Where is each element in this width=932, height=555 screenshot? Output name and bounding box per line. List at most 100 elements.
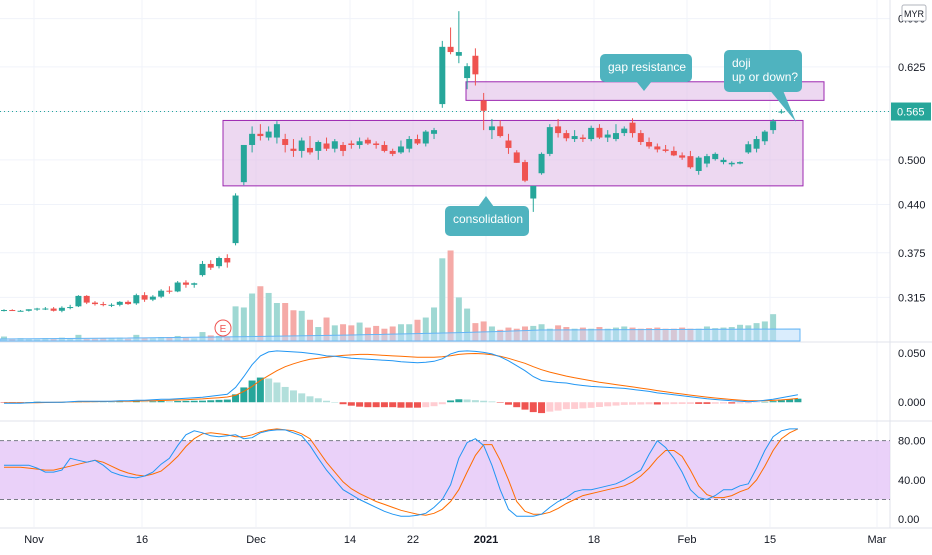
candle-body[interactable] — [621, 128, 628, 134]
candle-body[interactable] — [323, 143, 330, 149]
candle-body[interactable] — [522, 162, 529, 181]
consolidation-box[interactable] — [222, 119, 804, 187]
candle-body[interactable] — [687, 156, 694, 168]
candle-body[interactable] — [646, 142, 653, 147]
candle-body[interactable] — [637, 133, 644, 143]
candle-body[interactable] — [389, 150, 396, 154]
candle-body[interactable] — [414, 139, 421, 144]
candle-body[interactable] — [629, 122, 636, 134]
candle-body[interactable] — [216, 257, 223, 267]
currency-box[interactable] — [901, 4, 927, 22]
earnings-marker[interactable]: E — [214, 319, 232, 337]
candle-body[interactable] — [703, 156, 710, 164]
candle-body[interactable] — [770, 121, 777, 131]
candle-body[interactable] — [464, 66, 471, 79]
candle-body[interactable] — [1, 310, 7, 312]
candle-body[interactable] — [174, 282, 181, 292]
macd-axis[interactable]: 0.050 0.000 — [898, 348, 926, 409]
candle-body[interactable] — [133, 295, 140, 304]
candle-body[interactable] — [431, 130, 438, 134]
candle-body[interactable] — [695, 157, 702, 171]
candle-body[interactable] — [125, 301, 132, 305]
candle-body[interactable] — [240, 144, 247, 183]
candle-body[interactable] — [480, 100, 487, 111]
candle-body[interactable] — [447, 46, 454, 53]
candle-body[interactable] — [439, 46, 446, 105]
candle-body[interactable] — [348, 143, 355, 145]
candle-body[interactable] — [182, 282, 189, 285]
candle-body[interactable] — [273, 124, 280, 138]
candle-body[interactable] — [75, 295, 82, 307]
candle-body[interactable] — [298, 140, 305, 151]
candle-body[interactable] — [381, 144, 388, 151]
candle-body[interactable] — [604, 134, 611, 138]
stoch-axis[interactable]: 80.00 40.00 0.00 — [898, 436, 926, 526]
candle-body[interactable] — [356, 141, 363, 145]
candle-body[interactable] — [42, 308, 49, 310]
candle-body[interactable] — [340, 144, 347, 151]
candle-body[interactable] — [612, 133, 619, 140]
candle-body[interactable] — [555, 126, 562, 134]
candle-body[interactable] — [571, 136, 578, 140]
candle-body[interactable] — [249, 133, 256, 145]
gap-resistance-callout[interactable]: gap resistance — [600, 54, 692, 91]
candle-body[interactable] — [753, 139, 760, 149]
candle-body[interactable] — [265, 131, 272, 138]
candle-body[interactable] — [50, 308, 57, 311]
candle-body[interactable] — [25, 309, 32, 311]
candle-body[interactable] — [662, 149, 669, 151]
candle-body[interactable] — [282, 139, 289, 145]
candle-body[interactable] — [17, 310, 24, 312]
candle-body[interactable] — [728, 162, 735, 165]
candle-body[interactable] — [745, 144, 752, 153]
candle-body[interactable] — [58, 307, 65, 311]
consolidation-callout[interactable]: consolidation — [445, 196, 529, 236]
candle-body[interactable] — [472, 55, 479, 75]
candle-body[interactable] — [207, 263, 214, 268]
candle-body[interactable] — [737, 162, 744, 164]
candle-body[interactable] — [579, 137, 586, 140]
candle-body[interactable] — [406, 139, 413, 149]
candle-body[interactable] — [9, 310, 16, 312]
candle-body[interactable] — [670, 150, 677, 156]
candle-body[interactable] — [158, 290, 165, 297]
time-axis[interactable]: Nov 16 Dec 14 22 2021 18 Feb 15 Mar — [24, 534, 887, 546]
candle-body[interactable] — [588, 127, 595, 140]
candle-body[interactable] — [761, 131, 768, 142]
candle-body[interactable] — [712, 153, 719, 160]
candle-body[interactable] — [100, 304, 107, 306]
candle-body[interactable] — [546, 127, 553, 154]
candle-body[interactable] — [83, 295, 90, 303]
candle-body[interactable] — [149, 296, 156, 300]
candle-body[interactable] — [331, 141, 338, 149]
candle-body[interactable] — [116, 301, 123, 305]
candle-body[interactable] — [373, 143, 380, 145]
candle-body[interactable] — [422, 131, 429, 144]
candle-body[interactable] — [232, 195, 239, 244]
candle-body[interactable] — [224, 257, 231, 263]
candle-body[interactable] — [290, 148, 297, 151]
candle-body[interactable] — [34, 308, 41, 310]
candle-body[interactable] — [191, 283, 198, 285]
candle-body[interactable] — [654, 146, 661, 150]
candle-body[interactable] — [141, 295, 148, 300]
candle-body[interactable] — [538, 153, 545, 174]
candle-body[interactable] — [315, 142, 322, 151]
candle-body[interactable] — [257, 133, 264, 137]
candle-body[interactable] — [108, 304, 115, 306]
candle-body[interactable] — [306, 147, 313, 153]
candle-body[interactable] — [488, 126, 495, 131]
candle-body[interactable] — [166, 290, 173, 292]
candle-body[interactable] — [679, 155, 686, 158]
candle-body[interactable] — [67, 307, 74, 309]
candle-body[interactable] — [199, 263, 206, 276]
candle-body[interactable] — [530, 185, 537, 199]
candle-body[interactable] — [505, 140, 512, 148]
candle-body[interactable] — [596, 127, 603, 138]
candle-body[interactable] — [497, 126, 504, 137]
candle-body[interactable] — [91, 302, 98, 305]
